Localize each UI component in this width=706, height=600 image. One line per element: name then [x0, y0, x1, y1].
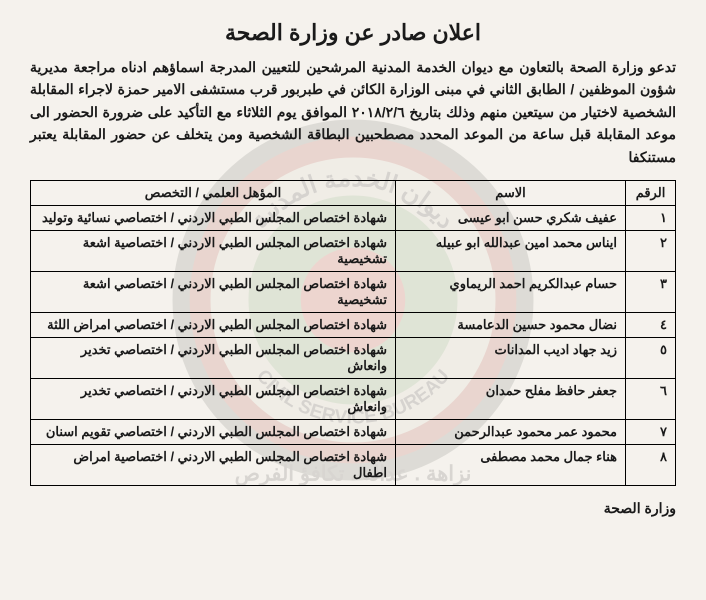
- cell-num: ٥: [626, 337, 676, 378]
- cell-name: محمود عمر محمود عبدالرحمن: [396, 419, 626, 444]
- table-row: ٢ايناس محمد امين عبدالله ابو عبيلهشهادة …: [31, 230, 676, 271]
- announcement-intro: تدعو وزارة الصحة بالتعاون مع ديوان الخدم…: [30, 56, 676, 168]
- col-header-qual: المؤهل العلمي / التخصص: [31, 180, 396, 205]
- table-header-row: الرقم الاسم المؤهل العلمي / التخصص: [31, 180, 676, 205]
- cell-num: ١: [626, 205, 676, 230]
- footer-signature: وزارة الصحة: [30, 500, 676, 517]
- table-row: ٦جعفر حافظ مفلح حمدانشهادة اختصاص المجلس…: [31, 378, 676, 419]
- col-header-name: الاسم: [396, 180, 626, 205]
- cell-name: زيد جهاد اديب المدانات: [396, 337, 626, 378]
- table-row: ١عفيف شكري حسن ابو عيسىشهادة اختصاص المج…: [31, 205, 676, 230]
- cell-num: ٦: [626, 378, 676, 419]
- cell-name: حسام عبدالكريم احمد الريماوي: [396, 271, 626, 312]
- cell-qual: شهادة اختصاص المجلس الطبي الاردني / اختص…: [31, 378, 396, 419]
- cell-num: ٣: [626, 271, 676, 312]
- cell-name: جعفر حافظ مفلح حمدان: [396, 378, 626, 419]
- cell-qual: شهادة اختصاص المجلس الطبي الاردني / اختص…: [31, 205, 396, 230]
- cell-name: عفيف شكري حسن ابو عيسى: [396, 205, 626, 230]
- announcement-title: اعلان صادر عن وزارة الصحة: [30, 20, 676, 46]
- cell-qual: شهادة اختصاص المجلس الطبي الاردني / اختص…: [31, 271, 396, 312]
- table-row: ٤نضال محمود حسين الدعامسةشهادة اختصاص ال…: [31, 312, 676, 337]
- cell-num: ٢: [626, 230, 676, 271]
- cell-num: ٧: [626, 419, 676, 444]
- cell-num: ٤: [626, 312, 676, 337]
- cell-name: نضال محمود حسين الدعامسة: [396, 312, 626, 337]
- table-row: ٧محمود عمر محمود عبدالرحمنشهادة اختصاص ا…: [31, 419, 676, 444]
- candidates-table: الرقم الاسم المؤهل العلمي / التخصص ١عفيف…: [30, 180, 676, 486]
- cell-name: هناء جمال محمد مصطفى: [396, 444, 626, 485]
- cell-name: ايناس محمد امين عبدالله ابو عبيله: [396, 230, 626, 271]
- cell-num: ٨: [626, 444, 676, 485]
- cell-qual: شهادة اختصاص المجلس الطبي الاردني / اختص…: [31, 419, 396, 444]
- cell-qual: شهادة اختصاص المجلس الطبي الاردني / اختص…: [31, 312, 396, 337]
- table-row: ٥زيد جهاد اديب المداناتشهادة اختصاص المج…: [31, 337, 676, 378]
- cell-qual: شهادة اختصاص المجلس الطبي الاردني / اختص…: [31, 337, 396, 378]
- col-header-num: الرقم: [626, 180, 676, 205]
- table-row: ٣حسام عبدالكريم احمد الريماويشهادة اختصا…: [31, 271, 676, 312]
- cell-qual: شهادة اختصاص المجلس الطبي الاردني / اختص…: [31, 444, 396, 485]
- cell-qual: شهادة اختصاص المجلس الطبي الاردني / اختص…: [31, 230, 396, 271]
- table-row: ٨هناء جمال محمد مصطفىشهادة اختصاص المجلس…: [31, 444, 676, 485]
